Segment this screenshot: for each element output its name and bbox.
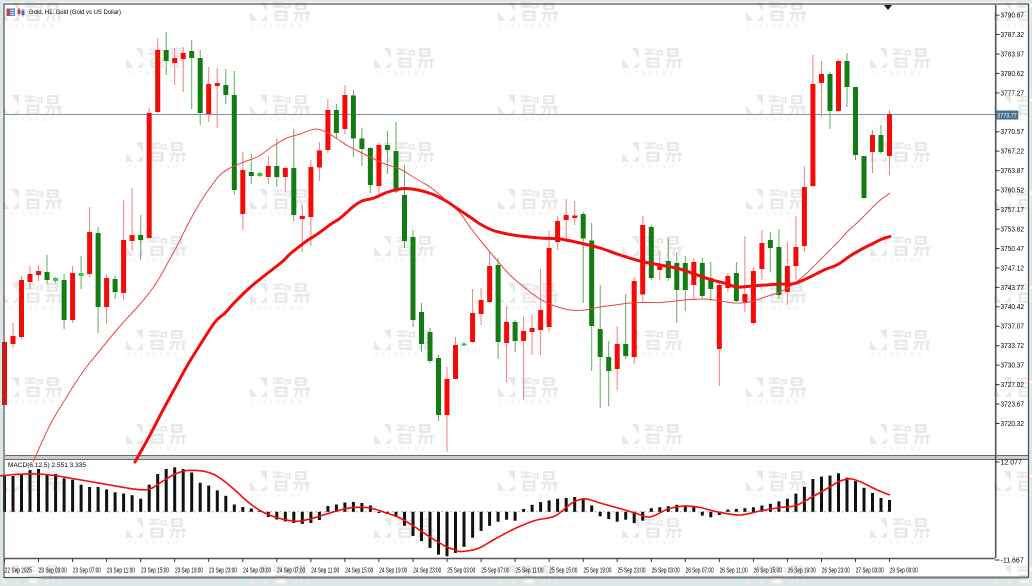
svg-text:3780.62: 3780.62 [1001,71,1025,78]
svg-text:3737.07: 3737.07 [1001,324,1025,331]
svg-text:25 Sep 19:00: 25 Sep 19:00 [584,568,612,575]
svg-text:3733.72: 3733.72 [1001,343,1025,350]
svg-text:3763.87: 3763.87 [1001,168,1025,175]
svg-text:26 Sep 15:00: 26 Sep 15:00 [754,568,782,575]
svg-text:12.077: 12.077 [1001,459,1023,466]
svg-text:3790.67: 3790.67 [1001,13,1025,20]
svg-text:26 Sep 23:00: 26 Sep 23:00 [822,568,850,575]
svg-text:25 Sep 03:00: 25 Sep 03:00 [447,568,475,575]
svg-text:23 Sep 23:00: 23 Sep 23:00 [209,568,237,575]
svg-text:23 Sep 03:00: 23 Sep 03:00 [39,568,67,575]
svg-text:3743.77: 3743.77 [1001,285,1025,292]
svg-text:3773.77: 3773.77 [997,112,1017,119]
svg-text:23 Sep 11:00: 23 Sep 11:00 [107,568,135,575]
svg-text:3740.42: 3740.42 [1001,304,1025,311]
svg-text:-11.667: -11.667 [1001,557,1024,564]
svg-text:MACD(6,12,5) 2.551 3.335: MACD(6,12,5) 2.551 3.335 [8,462,86,469]
svg-text:3750.47: 3750.47 [1001,246,1025,253]
svg-text:26 Sep 07:00: 26 Sep 07:00 [686,568,714,575]
svg-text:22 Sep 2025: 22 Sep 2025 [5,568,32,575]
svg-text:24 Sep 07:00: 24 Sep 07:00 [277,568,305,575]
svg-text:24 Sep 03:00: 24 Sep 03:00 [243,568,271,575]
svg-text:24 Sep 11:00: 24 Sep 11:00 [311,568,339,575]
svg-text:3757.17: 3757.17 [1001,207,1025,214]
svg-text:3747.12: 3747.12 [1001,265,1025,272]
svg-text:23 Sep 19:00: 23 Sep 19:00 [175,568,203,575]
svg-text:3723.67: 3723.67 [1001,401,1025,408]
svg-text:3777.27: 3777.27 [1001,90,1025,97]
svg-text:25 Sep 11:00: 25 Sep 11:00 [515,568,543,575]
svg-text:26 Sep 19:00: 26 Sep 19:00 [788,568,816,575]
svg-text:25 Sep 15:00: 25 Sep 15:00 [549,568,577,575]
svg-text:3730.37: 3730.37 [1001,363,1025,370]
svg-text:3767.22: 3767.22 [1001,149,1025,156]
svg-text:3787.32: 3787.32 [1001,32,1025,39]
svg-text:3753.82: 3753.82 [1001,226,1025,233]
svg-text:3720.32: 3720.32 [1001,421,1025,428]
svg-text:26 Sep 11:00: 26 Sep 11:00 [720,568,748,575]
svg-text:3760.52: 3760.52 [1001,188,1025,195]
svg-text:25 Sep 23:00: 25 Sep 23:00 [618,568,646,575]
svg-text:3783.97: 3783.97 [1001,51,1025,58]
svg-text:24 Sep 15:00: 24 Sep 15:00 [345,568,373,575]
svg-text:24 Sep 19:00: 24 Sep 19:00 [379,568,407,575]
svg-text:26 Sep 03:00: 26 Sep 03:00 [652,568,680,575]
svg-text:29 Sep 00:00: 29 Sep 00:00 [890,568,918,575]
svg-text:3770.57: 3770.57 [1001,129,1025,136]
svg-text:Gold, H1: Gold (Gold vs US Dol: Gold, H1: Gold (Gold vs US Dollar) [29,9,121,16]
svg-text:23 Sep 15:00: 23 Sep 15:00 [141,568,169,575]
svg-text:27 Sep 03:00: 27 Sep 03:00 [856,568,884,575]
svg-text:24 Sep 23:00: 24 Sep 23:00 [413,568,441,575]
svg-text:3727.02: 3727.02 [1001,382,1025,389]
svg-text:25 Sep 07:00: 25 Sep 07:00 [481,568,509,575]
svg-text:23 Sep 07:00: 23 Sep 07:00 [73,568,101,575]
